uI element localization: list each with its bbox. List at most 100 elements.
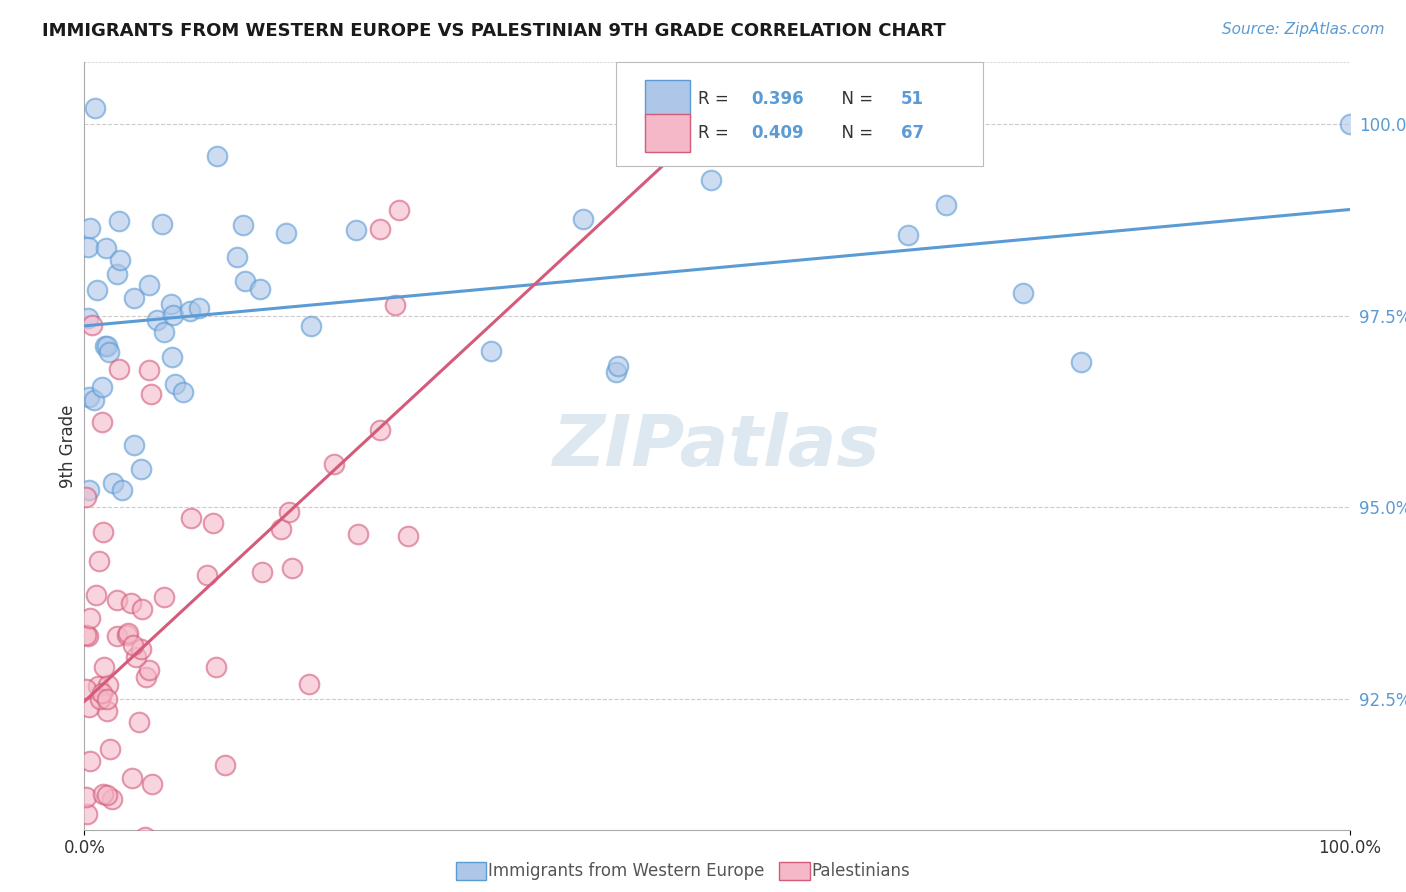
Point (129, 461, 152, 475)
Point (700, 173, 723, 187)
Point (163, 377, 186, 392)
Text: R =: R = (699, 90, 734, 108)
Point (91, 787, 114, 801)
Point (91, 415, 114, 429)
Point (91, 686, 114, 700)
Point (141, 386, 163, 401)
Point (83, 102, 105, 116)
Point (145, 312, 167, 326)
Text: 51: 51 (901, 90, 924, 108)
Point (82, 318, 104, 332)
Point (188, 301, 211, 315)
Point (75, 790, 97, 805)
Point (125, 650, 148, 665)
Point (79, 754, 101, 768)
Point (86, 588, 108, 602)
Point (160, 297, 183, 311)
Point (120, 596, 142, 610)
Text: Source: ZipAtlas.com: Source: ZipAtlas.com (1222, 22, 1385, 37)
Point (129, 642, 152, 657)
Point (86, 283, 108, 297)
Point (75, 628, 97, 642)
Point (96, 241, 118, 255)
Point (101, 792, 124, 806)
Point (897, 227, 920, 242)
Point (90, 380, 112, 394)
Point (121, 771, 143, 785)
Point (205, 660, 228, 674)
Point (108, 362, 131, 376)
Text: 0.409: 0.409 (751, 124, 804, 142)
Point (76, 629, 98, 643)
Point (122, 438, 145, 452)
Point (274, 227, 297, 241)
Point (111, 483, 134, 497)
Point (370, 221, 392, 235)
Point (105, 267, 128, 281)
Point (93, 660, 115, 674)
Point (77, 483, 100, 497)
Point (87, 553, 110, 567)
Point (77, 311, 100, 326)
Point (323, 457, 346, 471)
Point (935, 198, 957, 212)
Point (105, 629, 128, 643)
Point (278, 505, 301, 519)
Point (252, 565, 274, 579)
Text: 0.396: 0.396 (751, 90, 804, 108)
Point (75, 490, 97, 504)
Point (270, 522, 292, 536)
Point (141, 776, 163, 790)
Point (1339, 117, 1361, 131)
Y-axis label: 9th Grade: 9th Grade (59, 404, 77, 488)
Point (131, 602, 153, 616)
Point (388, 202, 411, 217)
Text: Immigrants from Western Europe: Immigrants from Western Europe (488, 863, 765, 880)
Point (368, 423, 391, 437)
Point (122, 291, 145, 305)
Point (479, 343, 502, 358)
Text: N =: N = (831, 90, 879, 108)
Point (180, 510, 202, 524)
Point (132, 846, 155, 860)
Point (299, 318, 322, 333)
Point (87, 679, 110, 693)
Text: N =: N = (831, 124, 879, 142)
Point (344, 223, 367, 237)
Point (105, 593, 128, 607)
Point (572, 212, 595, 227)
Point (117, 625, 139, 640)
Point (396, 529, 419, 543)
Point (77, 390, 100, 404)
Point (195, 568, 218, 582)
Point (82, 846, 104, 860)
Point (205, 149, 228, 163)
FancyBboxPatch shape (645, 80, 690, 118)
Text: IMMIGRANTS FROM WESTERN EUROPE VS PALESTINIAN 9TH GRADE CORRELATION CHART: IMMIGRANTS FROM WESTERN EUROPE VS PALEST… (42, 22, 946, 40)
Point (91, 524, 114, 539)
Point (346, 527, 368, 541)
Point (83, 392, 105, 407)
Point (96, 705, 118, 719)
Point (83, 846, 105, 860)
Point (162, 350, 184, 364)
Point (97, 678, 120, 692)
Point (75, 681, 97, 696)
Point (76, 807, 98, 822)
Point (233, 274, 256, 288)
Point (214, 758, 236, 772)
Point (249, 282, 271, 296)
Point (108, 214, 131, 228)
Point (96, 691, 118, 706)
Point (135, 670, 157, 684)
Point (201, 516, 224, 531)
FancyBboxPatch shape (645, 114, 690, 152)
Text: Palestinians: Palestinians (811, 863, 910, 880)
Point (128, 715, 150, 730)
Point (138, 363, 160, 377)
Point (281, 561, 304, 575)
Point (96, 339, 118, 353)
Point (76, 240, 98, 254)
Point (110, 846, 132, 860)
Point (179, 303, 201, 318)
